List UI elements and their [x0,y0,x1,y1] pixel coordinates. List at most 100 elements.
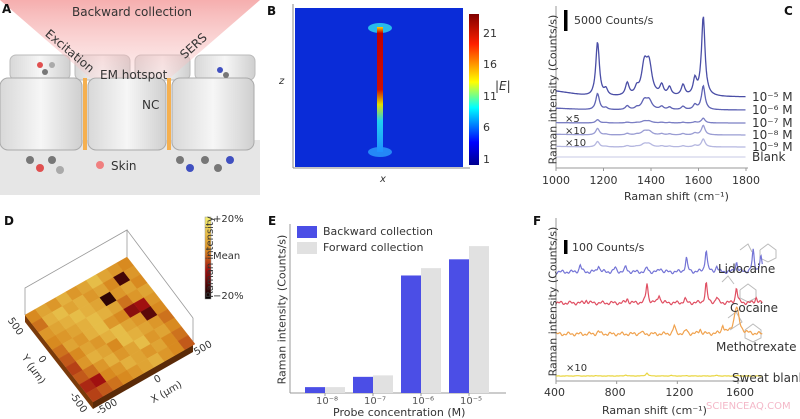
series-label: Sweat blank [732,371,800,385]
colorbar-d [204,216,212,300]
bar-forward [469,246,489,393]
f-y-label: Raman intensity (Counts/s) [546,226,560,377]
hotspot-gap [167,78,171,150]
x-tick-label: 1800 [732,174,760,187]
e-x-label: Probe concentration (M) [333,406,466,419]
x-tick-label: 1400 [637,174,665,187]
d-cbar-tick: Mean [213,251,241,262]
b-z-label: z [279,76,285,87]
c-y-label: Raman intensity (Counts/s) [546,14,560,165]
panel-label-e: E [268,214,277,228]
spectrum-line [555,306,763,337]
bar-forward [325,387,345,393]
legend-label-forward: Forward collection [323,241,424,254]
f-x-label: Raman shift (cm⁻¹) [602,404,707,417]
spectrum-line [555,248,763,275]
panel-a-schematic [0,0,260,200]
bar-backward [305,387,325,393]
series-label: 10⁻⁹ M [752,140,793,154]
panel-c-spectra [555,6,748,171]
b-cbar-tick: 21 [483,27,497,40]
scale-bar [564,10,568,31]
c-scale-bar-label: 5000 Counts/s [574,14,654,27]
backward-collection-label: Backward collection [72,5,193,19]
spectrum-line [555,372,763,377]
series-label: 10⁻⁶ M [752,103,793,117]
bar-forward [421,268,441,393]
bar-forward [373,375,393,393]
d-cbar-tick: −20% [213,291,244,302]
watermark: SCIENCEAQ.COM [706,401,791,412]
molecular-structures [721,243,777,343]
f-scale-bar-label: 100 Counts/s [572,241,645,254]
panel-label-c: C [784,4,793,18]
panel-d-heatmap [24,216,212,409]
x-tick-label: 1200 [665,386,694,399]
x-tick-label: 10⁻⁶ [412,396,435,407]
x-tick-label: 400 [544,386,565,399]
series-label: Cocaine [730,301,778,315]
spectrum-line [556,138,746,148]
panel-f-spectra [555,218,777,384]
series-label: 10⁻⁷ M [752,116,793,130]
b-cbar-tick: 16 [483,58,497,71]
x-tick-label: 800 [604,386,626,399]
nanocube-label: NC [142,98,160,112]
panel-b-field-map [292,4,479,169]
multiplier-label: ×10 [565,138,587,149]
b-cbar-tick: 6 [483,121,490,134]
em-hotspot-label: EM hotspot [100,68,168,82]
hotspot-field [377,27,383,152]
series-label: 10⁻⁵ M [752,90,793,104]
b-colorbar-label: |E| [495,79,511,93]
nanocube [171,77,255,151]
spectrum-line [555,281,763,306]
series-label: 10⁻⁸ M [752,128,793,142]
laser-beam-cone [0,0,260,78]
hotspot-gap [83,78,87,150]
series-label: Blank [752,150,786,164]
d-cbar-tick: +20% [213,214,244,225]
x-tick-label: 1000 [542,174,570,187]
bar-backward [353,376,373,393]
spectrum-line [556,84,746,111]
heatmap-cell [177,335,196,351]
x-tick-label: 1600 [726,386,754,399]
x-tick-label: 10⁻⁷ [364,396,387,407]
legend-label-backward: Backward collection [323,225,434,238]
b-cbar-tick: 1 [483,153,490,166]
panel-label-b: B [267,4,277,18]
panel-label-d: D [4,214,14,228]
bar-backward [401,275,421,393]
spectrum-line [556,124,746,136]
panel-label-f: F [533,214,542,228]
scale-bar [564,240,568,254]
nanocube [0,77,83,151]
series-label: Methotrexate [716,340,797,354]
spectrum-line [556,117,746,124]
x-tick-label: 10⁻⁸ [316,396,339,407]
multiplier-label: ×10 [565,126,587,137]
e-y-label: Raman intensity (Counts/s) [275,234,289,385]
multiplier-label: ×10 [566,363,588,374]
multiplier-label: ×5 [565,114,580,125]
bar-backward [449,259,469,393]
b-x-label: x [380,174,386,185]
legend-swatch-forward [297,242,317,254]
c-x-label: Raman shift (cm⁻¹) [624,190,729,203]
x-tick-label: 10⁻⁵ [460,396,483,407]
x-tick-label: 1600 [684,174,713,187]
molecules [26,62,234,174]
panel-e-bar-chart [289,224,506,396]
x-tick-label: 1200 [589,174,618,187]
colorbar-b [469,14,479,165]
b-cbar-tick: 11 [483,90,497,103]
series-label: Lidocaine [718,262,776,276]
skin-label: Skin [111,159,137,173]
spectrum-line [555,16,746,98]
panel-label-a: A [2,2,12,16]
nanocube [87,77,167,151]
legend-swatch-backward [297,226,317,238]
